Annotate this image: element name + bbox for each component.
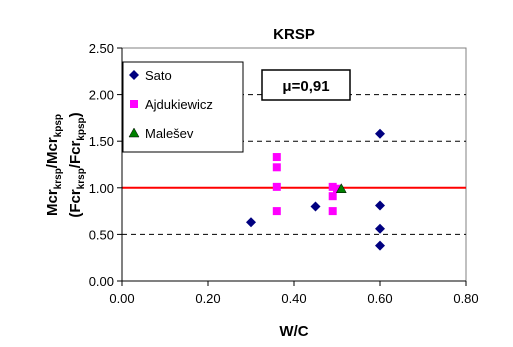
mu-annotation-box <box>261 69 351 101</box>
y-label-1-main1: Mcr <box>44 189 61 216</box>
y-label-2-main1: (Fcr <box>67 189 84 218</box>
legend-label-sato: Sato <box>145 68 172 83</box>
point-ajdukiewicz <box>328 182 337 191</box>
y-label-1-sub1: krsp <box>53 168 64 189</box>
y-tick-label: 2.00 <box>89 88 114 103</box>
point-ajdukiewicz <box>328 207 337 216</box>
point-sato <box>246 217 256 228</box>
y-axis-label-line1: Mcrkrsp/Mcrkpsp <box>44 114 64 216</box>
y-tick-label: 1.50 <box>89 134 114 149</box>
legend: Sato Ajdukiewicz Malešev <box>122 61 244 153</box>
y-tick-label: 0.50 <box>89 227 114 242</box>
x-tick-label: 0.60 <box>367 291 392 306</box>
y-label-2-main2: /Fcr <box>67 141 84 169</box>
legend-label-ajdukiewicz: Ajdukiewicz <box>145 97 213 112</box>
point-ajdukiewicz <box>272 163 281 172</box>
y-tick-label: 2.50 <box>89 41 114 56</box>
point-sato <box>375 128 385 139</box>
point-ajdukiewicz <box>272 182 281 191</box>
chart-title: KRSP <box>273 26 315 43</box>
y-tick-label: 1.00 <box>89 181 114 196</box>
y-label-2-sub2: kpsp <box>76 117 87 140</box>
y-tick-label: 0.00 <box>89 274 114 289</box>
y-tick-labels: 0.00 0.50 1.00 1.50 2.00 2.50 <box>89 41 114 289</box>
x-tick-label: 0.40 <box>281 291 306 306</box>
point-sato <box>375 240 385 251</box>
legend-marker-ajdukiewicz <box>130 100 138 108</box>
point-ajdukiewicz <box>272 153 281 162</box>
y-axis-label-2: (Fcrkrsp/Fcrkpsp) <box>67 112 87 217</box>
legend-marker-malesev <box>128 127 140 138</box>
axes <box>117 47 467 286</box>
x-tick-label: 0.00 <box>109 291 134 306</box>
y-label-1-main2: /Mcr <box>44 137 61 168</box>
x-tick-label: 0.80 <box>453 291 478 306</box>
point-sato <box>375 223 385 234</box>
y-label-1-sub2: kpsp <box>53 114 64 137</box>
x-axis-label: W/C <box>279 323 308 340</box>
mu-annotation: μ=0,91 <box>261 69 351 101</box>
legend-marker-sato <box>129 70 139 80</box>
y-axis-label: Mcrkrsp/Mcrkpsp <box>44 114 64 216</box>
point-maleev <box>335 183 347 193</box>
x-tick-label: 0.20 <box>195 291 220 306</box>
y-label-2-sub1: krsp <box>76 168 87 189</box>
point-sato <box>375 200 385 211</box>
legend-box <box>122 61 244 153</box>
x-tick-labels: 0.00 0.20 0.40 0.60 0.80 <box>109 291 478 306</box>
y-label-2-main3: ) <box>67 112 84 117</box>
point-sato <box>310 201 321 212</box>
point-ajdukiewicz <box>272 207 281 216</box>
point-ajdukiewicz <box>328 192 337 201</box>
y-axis-label-line2: (Fcrkrsp/Fcrkpsp) <box>67 112 87 217</box>
data-points <box>246 128 385 251</box>
legend-label-malesev: Malešev <box>145 126 194 141</box>
point-ajdukiewicz <box>333 184 341 193</box>
mu-annotation-text: μ=0,91 <box>282 78 329 95</box>
